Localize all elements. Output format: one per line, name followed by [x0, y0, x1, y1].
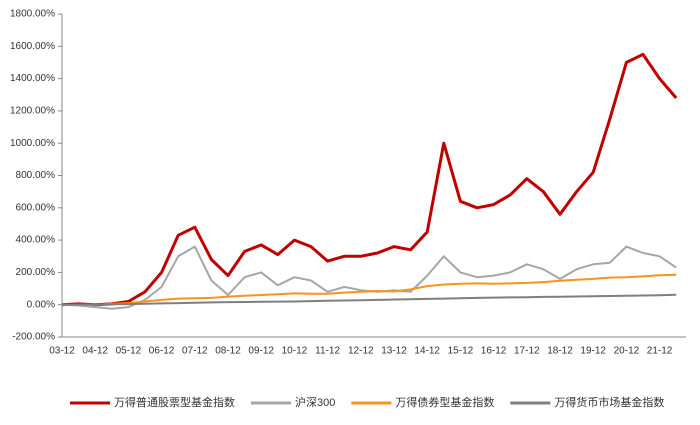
x-tick-label: 07-12 [182, 346, 208, 357]
y-tick-label: 1400.00% [10, 73, 55, 84]
legend-label: 万得普通股票型基金指数 [114, 395, 235, 409]
y-tick-label: 1200.00% [10, 106, 55, 117]
x-tick-label: 03-12 [49, 346, 75, 357]
x-tick-label: 16-12 [481, 346, 507, 357]
legend-label: 万得货币市场基金指数 [554, 395, 664, 409]
x-tick-label: 08-12 [215, 346, 241, 357]
series-line [61, 273, 677, 306]
y-tick-label: 1600.00% [10, 41, 55, 52]
x-tick-label: 11-12 [315, 346, 340, 357]
x-tick-label: 21-12 [647, 346, 673, 357]
x-tick-label: 15-12 [448, 346, 474, 357]
y-tick-label: -200.00% [12, 332, 55, 343]
legend-label: 沪深300 [295, 395, 335, 409]
y-tick-label: 1000.00% [10, 138, 55, 149]
x-tick-label: 09-12 [248, 346, 274, 357]
x-tick-label: 13-12 [381, 346, 407, 357]
x-tick-label: 18-12 [547, 346, 573, 357]
x-tick-label: 20-12 [614, 346, 640, 357]
y-tick-label: 0.00% [27, 299, 55, 310]
legend-label: 万得债券型基金指数 [395, 395, 494, 409]
x-tick-label: 19-12 [580, 346, 606, 357]
x-tick-label: 04-12 [82, 346, 108, 357]
series-line [61, 293, 677, 306]
x-tick-label: 06-12 [149, 346, 175, 357]
y-tick-label: 600.00% [16, 202, 56, 213]
legend: 万得普通股票型基金指数 沪深300 万得债券型基金指数 万得货币市场基金指数 [70, 395, 664, 409]
x-tick-label: 05-12 [116, 346, 142, 357]
y-tick-label: 400.00% [16, 235, 56, 246]
y-tick-label: 200.00% [16, 267, 56, 278]
x-tick-label: 14-12 [414, 346, 440, 357]
series-line [61, 52, 678, 307]
y-tick-label: 1800.00% [10, 9, 55, 20]
y-tick-label: 800.00% [16, 170, 56, 181]
x-tick-label: 12-12 [348, 346, 374, 357]
x-tick-label: 17-12 [514, 346, 540, 357]
x-tick-label: 10-12 [282, 346, 308, 357]
